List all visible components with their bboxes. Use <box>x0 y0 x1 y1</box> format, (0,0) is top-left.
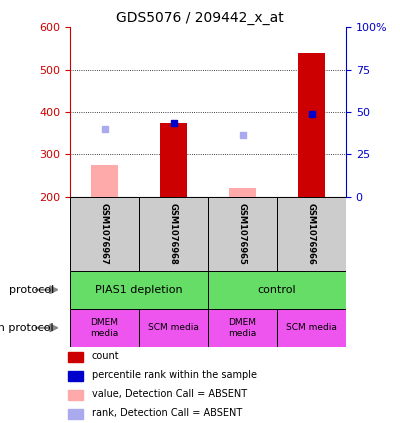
Text: count: count <box>92 352 119 361</box>
Text: SCM media: SCM media <box>286 323 337 332</box>
Bar <box>277 197 346 271</box>
Bar <box>277 309 346 347</box>
Bar <box>160 123 187 197</box>
Text: growth protocol: growth protocol <box>0 323 54 333</box>
Bar <box>68 390 83 400</box>
Bar <box>70 271 208 309</box>
Bar <box>208 197 277 271</box>
Text: GDS5076 / 209442_x_at: GDS5076 / 209442_x_at <box>116 11 284 25</box>
Text: rank, Detection Call = ABSENT: rank, Detection Call = ABSENT <box>92 409 242 418</box>
Text: DMEM
media: DMEM media <box>90 318 119 338</box>
Text: GSM1076968: GSM1076968 <box>169 203 178 264</box>
Bar <box>298 53 325 197</box>
Text: SCM media: SCM media <box>148 323 199 332</box>
Bar <box>70 197 139 271</box>
Bar <box>208 309 277 347</box>
Bar <box>139 309 208 347</box>
Bar <box>68 371 83 381</box>
Bar <box>208 271 346 309</box>
Text: value, Detection Call = ABSENT: value, Detection Call = ABSENT <box>92 390 247 399</box>
Text: protocol: protocol <box>9 285 54 295</box>
Bar <box>91 165 118 197</box>
Text: DMEM
media: DMEM media <box>228 318 257 338</box>
Bar <box>229 188 256 197</box>
Text: GSM1076967: GSM1076967 <box>100 203 109 264</box>
Text: PIAS1 depletion: PIAS1 depletion <box>95 285 183 295</box>
Text: percentile rank within the sample: percentile rank within the sample <box>92 371 257 380</box>
Text: GSM1076966: GSM1076966 <box>307 203 316 265</box>
Bar <box>139 197 208 271</box>
Text: control: control <box>258 285 296 295</box>
Bar <box>70 309 139 347</box>
Bar <box>68 352 83 362</box>
Bar <box>68 409 83 419</box>
Text: GSM1076965: GSM1076965 <box>238 203 247 265</box>
